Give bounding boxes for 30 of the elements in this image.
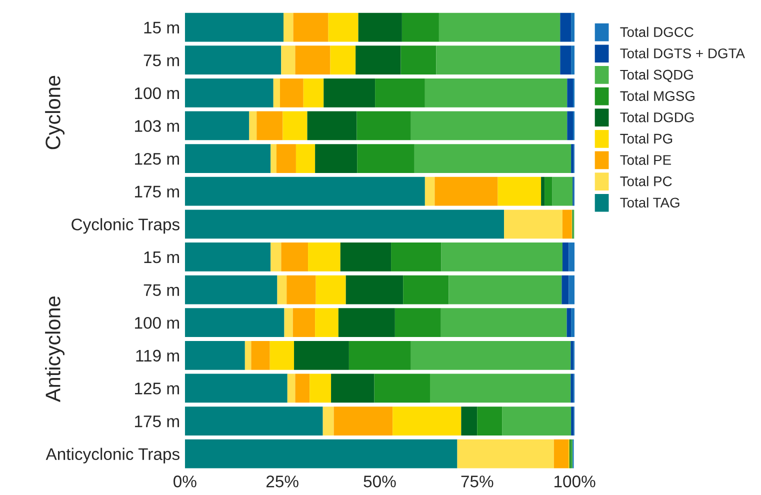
x-tick-label: 75%: [461, 476, 494, 488]
legend-label: Total PE: [620, 154, 671, 165]
y-tick-label: Cyclonic Traps: [72, 218, 180, 234]
y-tick-label: 103 m: [135, 120, 179, 132]
x-tick-label: 100%: [554, 476, 596, 488]
text: Anticyclone: [45, 296, 64, 402]
y-tick-label: Anticyclonic Traps: [46, 448, 180, 464]
legend-label: Total DGTS + DGTA: [620, 48, 745, 58]
y-tick-label: 175 m: [135, 186, 179, 198]
legend-label: Total PG: [620, 133, 672, 144]
legend-label: Total MGSG: [620, 90, 694, 101]
legend-label: Total DGDG: [620, 112, 694, 122]
y-tick-label: 15 m: [144, 22, 179, 34]
legend-label: Total SQDG: [620, 69, 693, 82]
x-tick-label: 0%: [174, 476, 196, 488]
legend-label: Total PC: [620, 176, 672, 186]
x-tick-label: 25%: [266, 476, 298, 488]
x-tick-label: 50%: [364, 476, 396, 488]
y-tick-label: 75 m: [144, 54, 179, 66]
legend-label: Total DGCC: [620, 26, 694, 37]
text: Cyclone: [45, 76, 64, 150]
y-tick-label: 125 m: [135, 152, 179, 165]
y-tick-label: 15 m: [144, 252, 179, 264]
legend-label: Total TAG: [620, 197, 680, 208]
y-tick-label: 75 m: [144, 284, 179, 296]
y-tick-label: 100 m: [135, 317, 179, 329]
y-tick-label: 100 m: [135, 87, 179, 100]
y-tick-label: 175 m: [135, 416, 179, 428]
y-tick-label: 125 m: [135, 382, 179, 394]
y-tick-label: 119 m: [136, 350, 179, 362]
